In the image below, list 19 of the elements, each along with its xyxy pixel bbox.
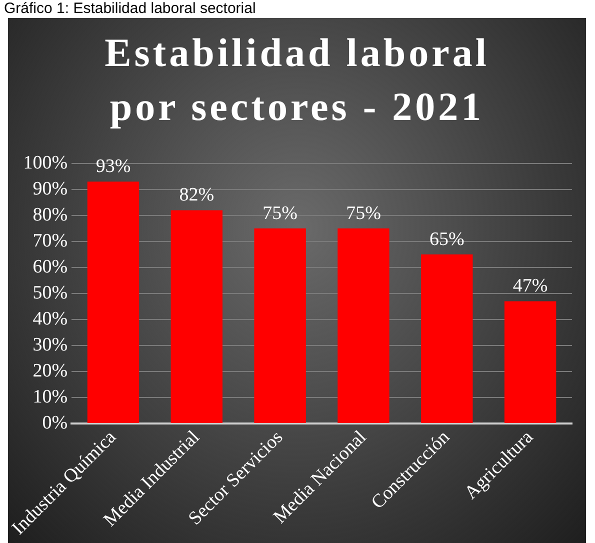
data-label: 65% (429, 228, 464, 250)
data-label: 75% (346, 202, 382, 224)
y-tick-label: 70% (32, 230, 68, 252)
chart-title: Estabilidad laboral por sectores - 2021 (104, 29, 490, 131)
data-label: 47% (512, 276, 548, 297)
text: Gráfico 1: Estabilidad laboral sectorial (4, 0, 256, 17)
data-label: 93% (96, 156, 131, 178)
y-tick-label: 10% (32, 386, 68, 408)
data-label: 75% (262, 202, 298, 224)
y-tick-label: 60% (32, 256, 68, 278)
y-tick-label: 0% (42, 412, 68, 434)
y-tick-label: 80% (32, 204, 68, 226)
y-tick-label: 100% (23, 152, 68, 174)
y-tick-label: 50% (32, 282, 68, 304)
data-label: 82% (179, 184, 214, 206)
y-tick-label: 90% (32, 178, 68, 200)
y-tick-label: 20% (32, 360, 68, 382)
y-tick-label: 30% (32, 334, 68, 356)
y-tick-label: 40% (32, 308, 68, 330)
